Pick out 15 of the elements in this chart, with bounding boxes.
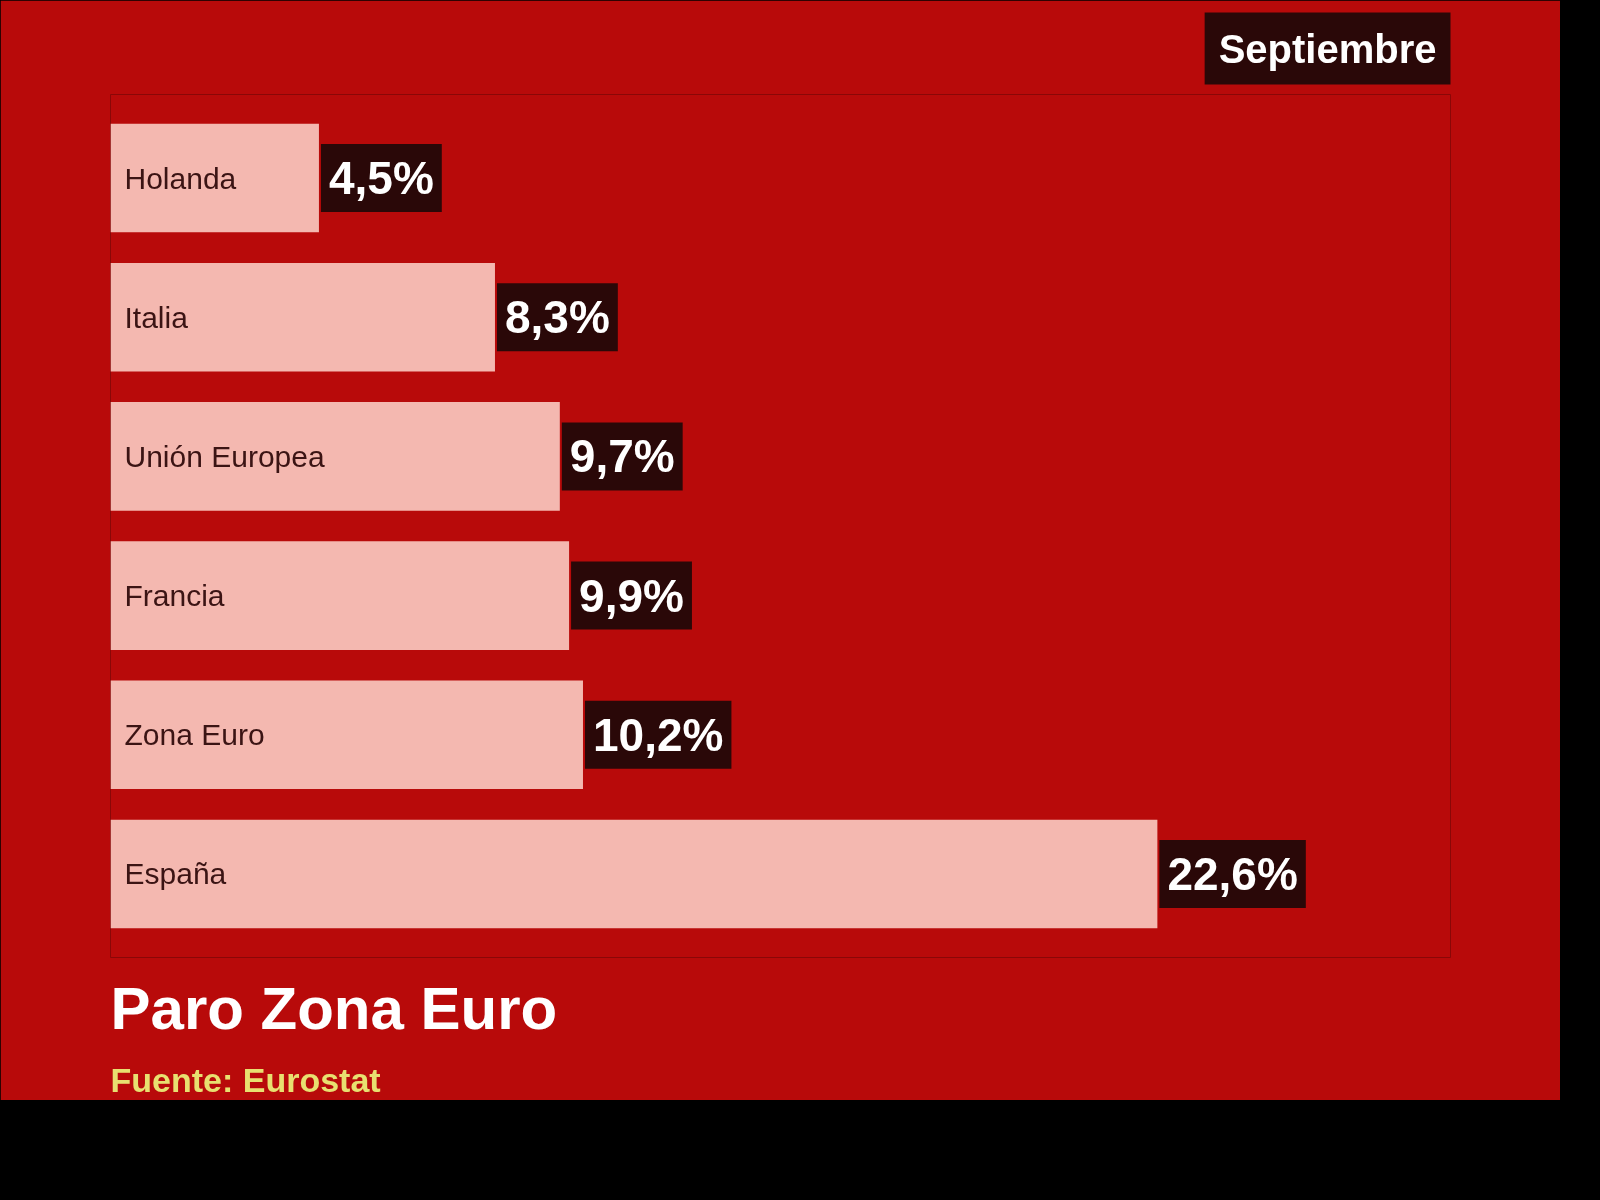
- data-label: 9,9%: [579, 569, 684, 622]
- data-label: 10,2%: [592, 708, 724, 761]
- data-label: 22,6%: [1167, 847, 1298, 900]
- y-tick-label: Italia: [124, 300, 189, 334]
- y-tick-label: España: [124, 857, 227, 891]
- y-tick-label: Francia: [124, 579, 225, 613]
- data-label: 8,3%: [504, 291, 610, 344]
- data-label: 9,7%: [569, 430, 675, 483]
- y-tick-label: Zona Euro: [124, 718, 265, 752]
- text: Septiembre: [1218, 26, 1437, 71]
- data-label: 4,5%: [328, 152, 434, 205]
- y-tick-label: Holanda: [124, 161, 237, 195]
- text: Paro Zona Euro: [110, 974, 558, 1042]
- source-note: Fuente: Eurostat: [110, 1060, 381, 1099]
- y-tick-label: Unión Europea: [124, 439, 325, 473]
